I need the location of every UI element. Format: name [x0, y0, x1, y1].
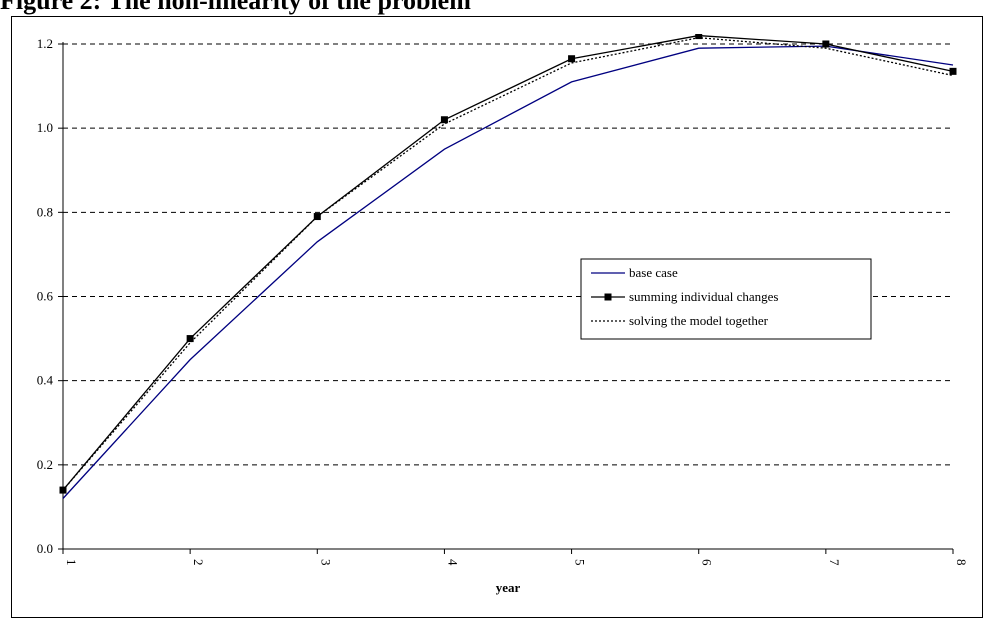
y-tick-label: 0.0	[37, 541, 53, 556]
legend-marker	[604, 293, 612, 301]
data-point-marker	[949, 67, 957, 75]
series-line-2	[62, 34, 954, 491]
x-tick-label: 4	[445, 559, 460, 566]
figure-title: Figure 2: The non-linearity of the probl…	[0, 0, 471, 15]
legend-label: summing individual changes	[629, 289, 778, 304]
x-tick-label: 8	[954, 559, 969, 566]
y-tick-label: 1.0	[37, 120, 53, 135]
data-point-marker	[440, 116, 448, 124]
x-tick-label: 7	[827, 559, 842, 566]
data-point-marker	[695, 34, 703, 40]
legend: base case summing individual changes solvi…	[580, 258, 872, 340]
data-point-marker	[186, 335, 194, 343]
y-tick-labels: 0.0 0.2 0.4 0.6 0.8 1.0 1.2	[37, 36, 54, 556]
x-tick-labels: 1 2 3 4 5 6 7 8	[64, 559, 969, 566]
x-tick-label: 1	[64, 559, 79, 566]
y-tick-label: 0.2	[37, 457, 53, 472]
x-tick-label: 3	[318, 559, 333, 566]
axes	[58, 42, 954, 554]
series-lines	[59, 34, 957, 499]
data-point-marker	[822, 40, 830, 48]
x-tick-label: 2	[191, 559, 206, 566]
y-tick-label: 1.2	[37, 36, 53, 51]
legend-label: solving the model together	[629, 313, 769, 328]
x-tick-label: 5	[573, 559, 588, 566]
y-tick-label: 0.4	[37, 373, 54, 388]
series-line-3	[62, 37, 954, 491]
y-tick-label: 0.6	[37, 289, 54, 304]
legend-box	[580, 258, 872, 340]
x-axis-label: year	[496, 580, 521, 595]
x-tick-label: 6	[700, 559, 715, 566]
data-point-marker	[568, 55, 576, 63]
chart-frame	[11, 16, 983, 618]
y-tick-label: 0.8	[37, 204, 53, 219]
gridlines	[63, 43, 953, 466]
legend-label: base case	[629, 265, 678, 280]
